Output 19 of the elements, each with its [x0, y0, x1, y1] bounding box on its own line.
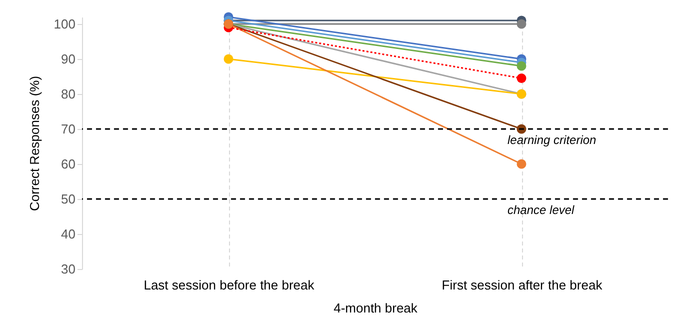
y-axis-title: Correct Responses (%) — [26, 76, 42, 212]
point — [516, 159, 526, 169]
point — [224, 54, 234, 64]
y-tick-label: 80 — [61, 86, 76, 102]
x-tick-label: First session after the break — [442, 278, 603, 292]
x-axis-title: 4-month break — [334, 300, 418, 316]
point — [516, 19, 526, 29]
y-tick-label: 90 — [61, 52, 76, 66]
y-tick-label: 50 — [61, 192, 76, 206]
y-tick-label: 30 — [61, 262, 76, 276]
y-tick-label: 40 — [61, 226, 76, 242]
ref-line-label: chance level — [508, 203, 575, 217]
x-tick-label: Last session before the break — [144, 278, 315, 292]
point — [516, 74, 526, 83]
point — [516, 61, 526, 71]
y-tick-label: 70 — [61, 122, 76, 136]
y-tick-label: 60 — [61, 156, 76, 172]
y-tick-label: 100 — [54, 16, 76, 32]
ref-line-label: learning criterion — [508, 133, 597, 147]
